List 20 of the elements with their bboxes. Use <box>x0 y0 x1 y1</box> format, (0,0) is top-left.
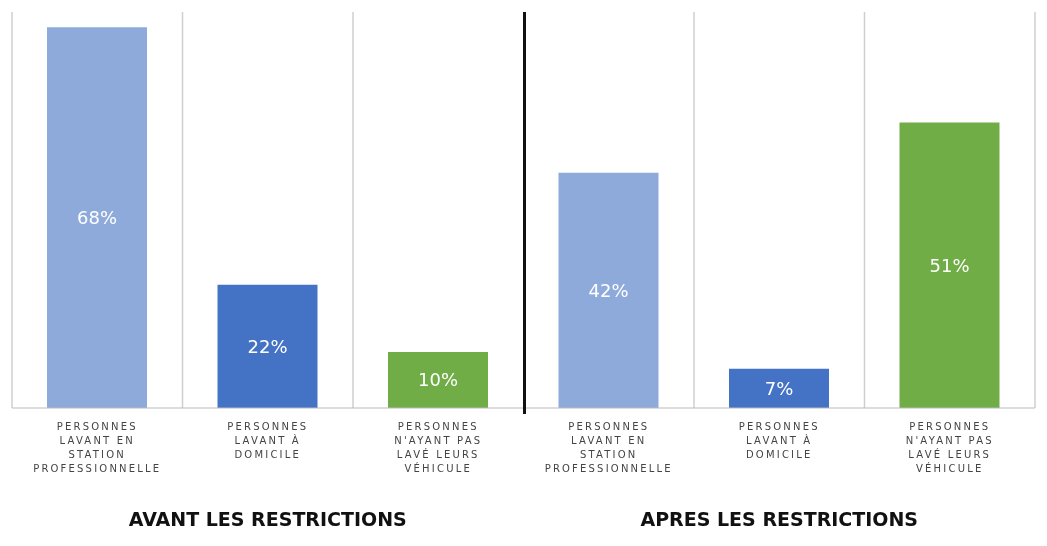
x-tick-label: PERSONNES N'AYANT PAS LAVÉ LEURS VÉHICULE <box>905 421 994 474</box>
data-label: 22% <box>247 335 288 357</box>
data-label: 42% <box>588 279 629 301</box>
data-label: 68% <box>76 207 118 229</box>
bar <box>729 368 829 408</box>
data-label: 51% <box>929 254 970 276</box>
data-label: 7% <box>764 377 794 399</box>
x-tick-label: PERSONNES LAVANT À DOMICILE <box>738 421 820 460</box>
x-tick-label: PERSONNES LAVANT EN STATION PROFESSIONNELLE <box>544 421 673 474</box>
x-tick-label: PERSONNES LAVANT À DOMICILE <box>227 421 309 460</box>
bar <box>217 284 318 408</box>
x-tick-label: PERSONNES N'AYANT PAS LAVÉ LEURS VÉHICULE <box>394 421 483 474</box>
x-tick-label: PERSONNES LAVANT EN STATION PROFESSIONNELLE <box>33 421 162 474</box>
text: AVANT LES RESTRICTIONS <box>127 508 408 530</box>
data-label: 10% <box>417 369 459 391</box>
bar <box>388 352 488 408</box>
bar <box>47 27 147 408</box>
text: APRES LES RESTRICTIONS <box>639 508 920 530</box>
bar <box>899 122 1000 408</box>
bar <box>558 172 659 408</box>
